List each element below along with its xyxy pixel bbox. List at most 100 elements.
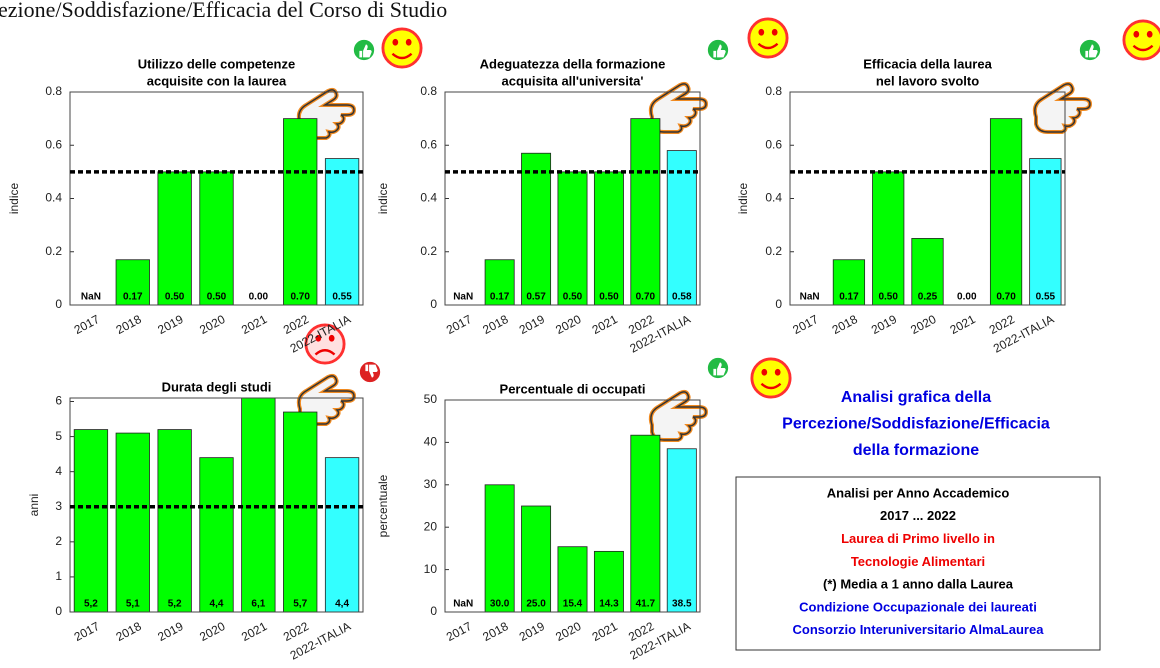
x-tick-label: 2019 — [155, 312, 185, 337]
bar — [872, 171, 905, 306]
value-label: 0.00 — [249, 292, 269, 303]
value-label: 0.50 — [878, 292, 898, 303]
value-label: 5,7 — [293, 599, 307, 610]
y-tick-label: 0 — [55, 604, 62, 618]
chart-title: Utilizzo delle competenze — [138, 56, 295, 71]
value-label: 5,2 — [84, 599, 98, 610]
bar — [666, 448, 697, 613]
y-tick-label: 0.8 — [45, 84, 62, 98]
x-tick-label: 2021 — [239, 619, 269, 644]
value-label: 0.55 — [1036, 292, 1056, 303]
y-axis-label: percentuale — [376, 474, 390, 537]
plot-frame — [69, 91, 364, 306]
y-tick-label: 0.6 — [765, 137, 782, 151]
y-tick-label: 6 — [55, 394, 62, 408]
y-axis-label: indice — [376, 183, 390, 215]
y-tick-label: 4 — [55, 464, 62, 478]
y-tick-label: 0.4 — [45, 191, 62, 205]
y-tick-label: 30 — [424, 477, 438, 491]
x-tick-label: 2018 — [114, 619, 144, 644]
info-box — [735, 476, 1101, 651]
bar — [630, 434, 661, 613]
value-label: 25.0 — [526, 599, 546, 610]
y-tick-label: 0.2 — [765, 244, 782, 258]
x-tick-label: 2019 — [155, 619, 185, 644]
bar — [484, 484, 515, 613]
bar — [521, 152, 552, 306]
info-line: Laurea di Primo livello in — [841, 531, 995, 546]
y-tick-label: 0 — [55, 297, 62, 311]
chart-title: Durata degli studi — [162, 379, 272, 394]
bar — [666, 150, 697, 306]
bar — [324, 158, 360, 306]
value-label: 5,1 — [126, 599, 140, 610]
bar — [989, 118, 1023, 306]
bar — [157, 429, 192, 613]
bar — [911, 238, 944, 306]
y-tick-label: 3 — [55, 499, 62, 513]
value-label: 38.5 — [672, 599, 692, 610]
smiley-icon — [381, 27, 423, 69]
x-tick-label: 2021 — [948, 312, 978, 337]
value-label: 0.00 — [957, 292, 977, 303]
y-tick-label: 20 — [424, 519, 438, 533]
thumb-down-icon — [357, 359, 383, 385]
bar — [199, 457, 234, 613]
info-line: 2017 ... 2022 — [880, 508, 956, 523]
x-tick-label: 2021 — [590, 619, 620, 644]
y-tick-label: 0.6 — [45, 137, 62, 151]
x-tick-label: 2019 — [517, 619, 547, 644]
bar — [593, 171, 624, 306]
y-tick-label: 0.2 — [45, 244, 62, 258]
value-label: 30.0 — [490, 599, 510, 610]
x-tick-label: 2017 — [444, 312, 474, 337]
y-tick-label: 0 — [775, 297, 782, 311]
x-tick-label: 2020 — [908, 312, 938, 337]
value-label: 0.25 — [918, 292, 938, 303]
y-tick-label: 0 — [430, 297, 437, 311]
bar — [241, 397, 276, 613]
value-label: NaN — [453, 292, 473, 303]
value-label: NaN — [453, 599, 473, 610]
y-tick-label: 0 — [430, 604, 437, 618]
bar — [157, 171, 192, 306]
info-line: (*) Media a 1 anno dalla Laurea — [823, 577, 1014, 592]
y-tick-label: 0.8 — [420, 84, 437, 98]
x-tick-label: 2017 — [72, 619, 102, 644]
value-label: 0.70 — [996, 292, 1016, 303]
thumb-up-icon — [351, 37, 377, 63]
y-tick-label: 10 — [424, 562, 438, 576]
bar — [199, 171, 234, 306]
chart-title: acquisite con la laurea — [147, 73, 287, 88]
x-tick-label: 2018 — [480, 312, 510, 337]
bar — [73, 429, 109, 613]
value-label: 4,4 — [335, 599, 349, 610]
pointing-hand-icon — [1032, 81, 1092, 134]
value-label: 41.7 — [636, 599, 656, 610]
value-label: 0.55 — [332, 292, 352, 303]
value-label: 0.50 — [165, 292, 185, 303]
bar — [115, 259, 150, 306]
x-tick-label: 2021 — [590, 312, 620, 337]
chart: NaN 2017 0.17 2018 0.57 2019 0.50 2020 0.50 2021 0… — [376, 56, 701, 356]
chart-title: acquisita all'universita' — [501, 73, 643, 88]
y-tick-label: 5 — [55, 429, 62, 443]
x-tick-label: 2021 — [239, 312, 269, 337]
x-tick-label: 2019 — [517, 312, 547, 337]
chart-title: nel lavoro svolto — [876, 73, 979, 88]
y-axis-label: indice — [736, 183, 750, 215]
smiley-icon — [750, 357, 792, 399]
bar — [521, 505, 552, 613]
chart-title: Adeguatezza della formazione — [480, 56, 666, 71]
bar — [832, 259, 866, 306]
info-line: Analisi per Anno Accademico — [827, 485, 1010, 500]
thumb-up-icon — [706, 355, 730, 381]
value-label: 4,4 — [210, 599, 224, 610]
chart-title: Efficacia della laurea — [863, 56, 992, 71]
plot-frame — [444, 91, 701, 306]
x-tick-label: 2020 — [197, 619, 227, 644]
bar — [283, 118, 318, 306]
plot-frame — [69, 397, 364, 613]
y-tick-label: 0.4 — [765, 191, 782, 205]
